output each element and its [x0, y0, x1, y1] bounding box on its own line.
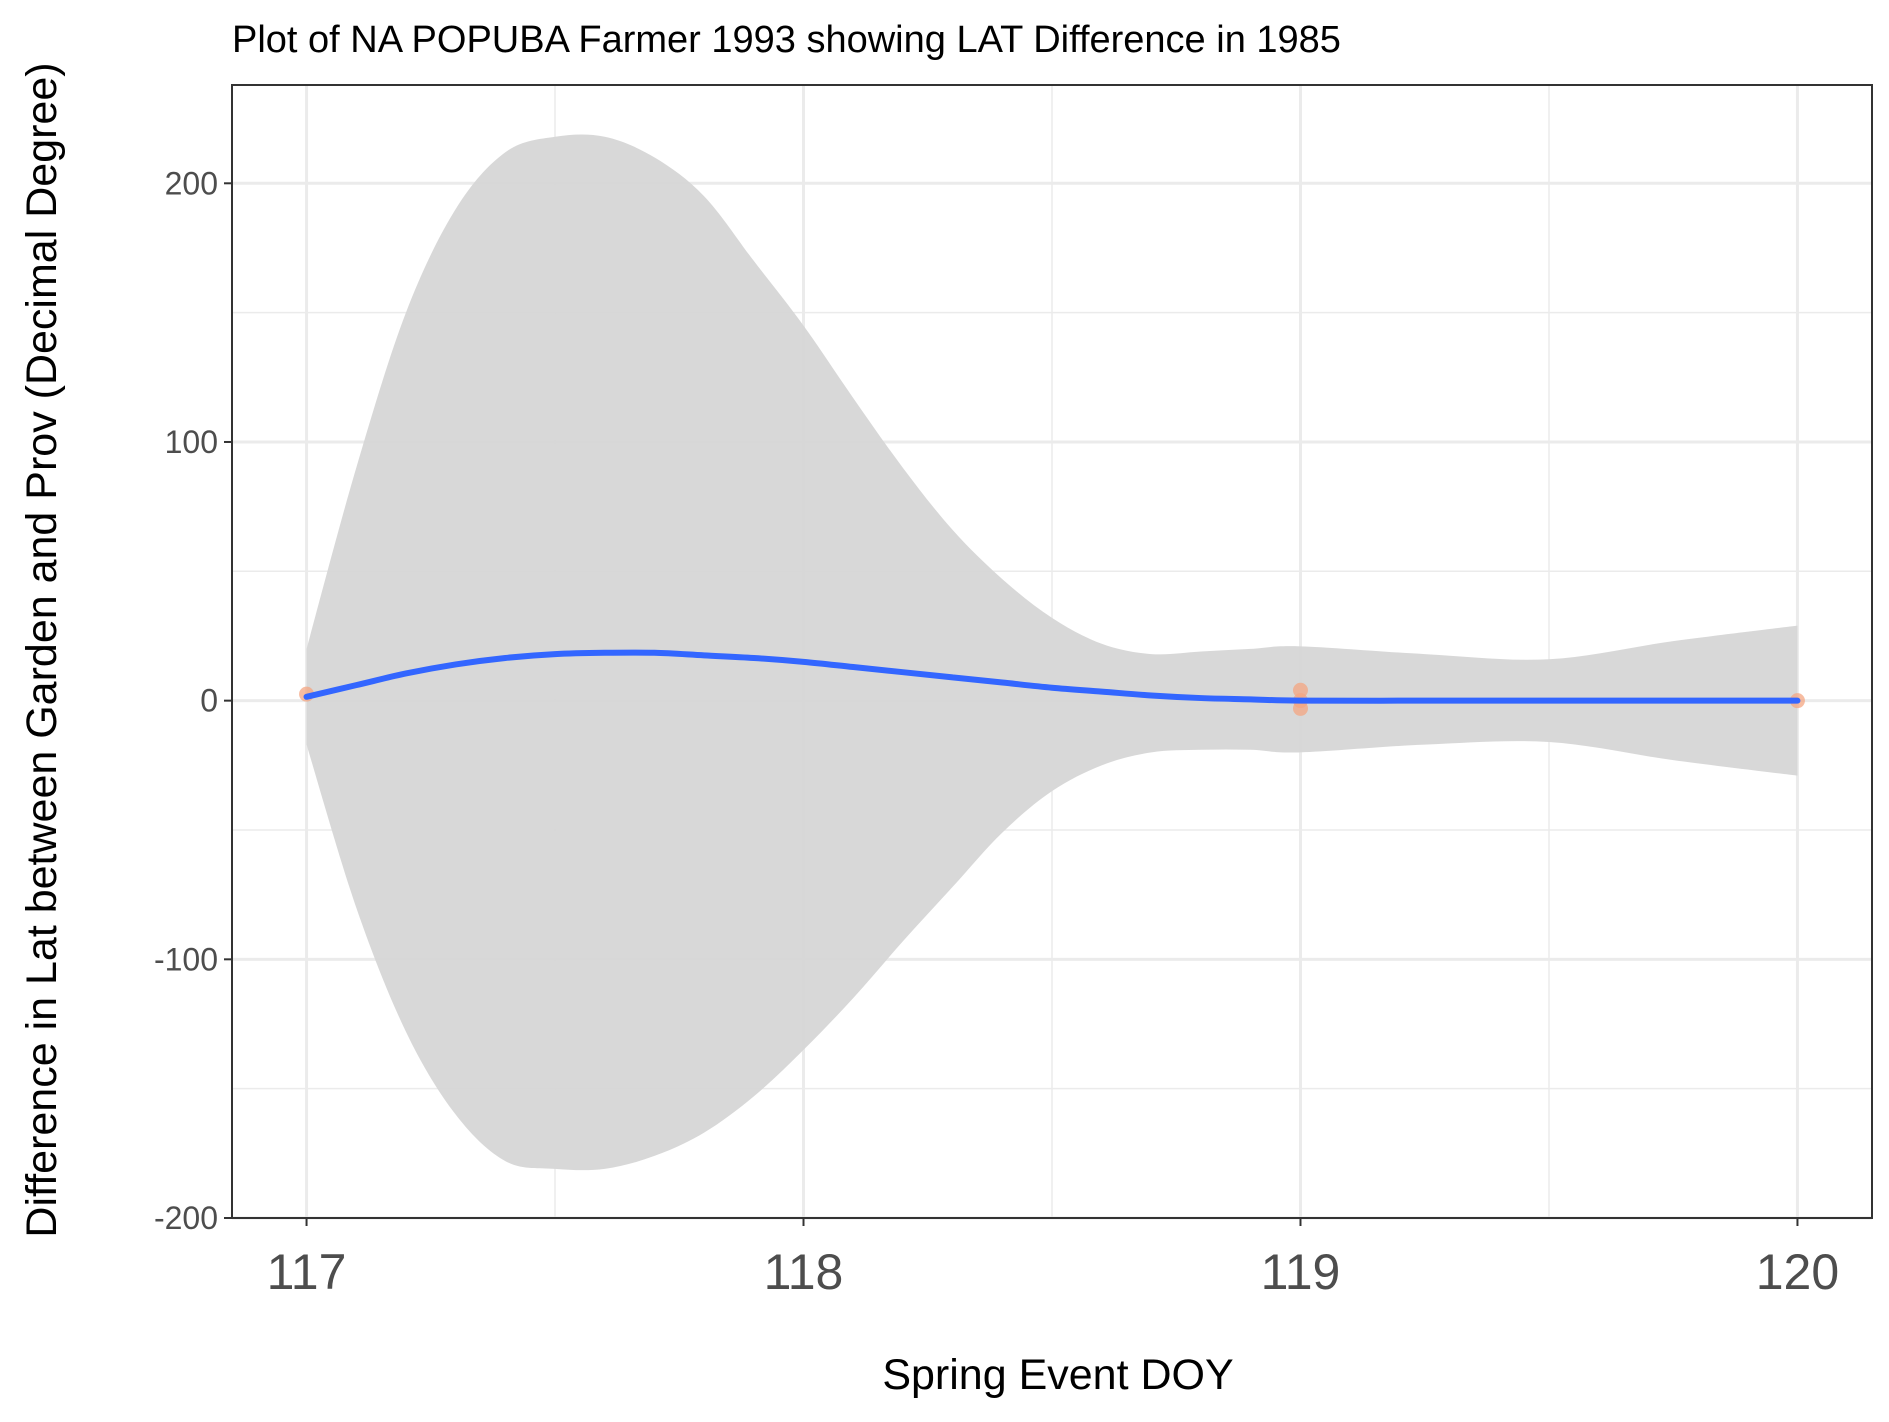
y-axis-title: Difference in Lat between Garden and Pro… — [18, 62, 66, 1237]
panel-border — [231, 84, 1873, 1219]
y-tick-label: -200 — [154, 1200, 218, 1236]
chart-title: Plot of NA POPUBA Farmer 1993 showing LA… — [232, 19, 1341, 61]
x-tick-label: 117 — [267, 1244, 347, 1300]
x-tick-label: 120 — [1756, 1244, 1839, 1300]
data-point — [1292, 700, 1308, 716]
confidence-band — [306, 134, 1798, 1171]
plot-area: -200 -100 0 100 200 117 118 119 120 — [154, 84, 1873, 1300]
x-tick-label: 118 — [764, 1244, 844, 1300]
smooth-fit-line — [303, 649, 1801, 704]
x-tick-label: 119 — [1261, 1244, 1341, 1300]
y-tick-label: 100 — [165, 424, 218, 460]
x-axis-title: Spring Event DOY — [882, 1351, 1233, 1399]
y-tick-label: 200 — [165, 165, 218, 201]
y-tick-label: -100 — [154, 941, 218, 977]
y-tick-label: 0 — [200, 683, 218, 719]
data-point — [1292, 682, 1308, 698]
